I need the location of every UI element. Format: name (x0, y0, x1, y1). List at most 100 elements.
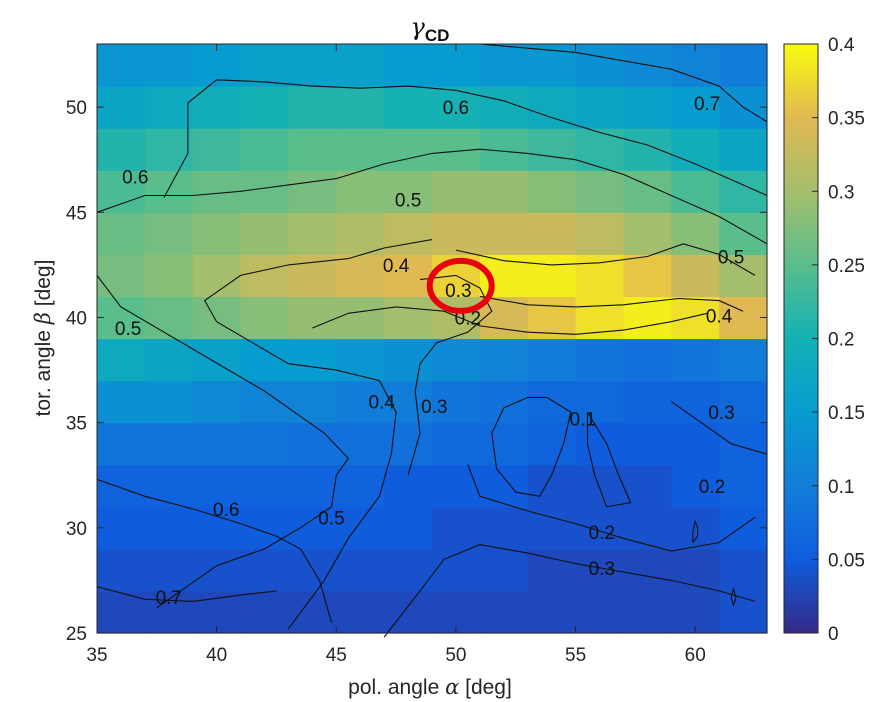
heatmap-cell (671, 464, 720, 508)
heatmap-cell (384, 212, 433, 255)
heatmap-cell (479, 212, 529, 255)
colorbar-tick-label: 0.05 (828, 550, 865, 571)
contour-line (96, 275, 350, 609)
heatmap-cell (527, 128, 577, 171)
heatmap-cell (527, 254, 577, 298)
heatmap-cell (432, 86, 481, 129)
contour-label: 0.3 (445, 281, 471, 302)
heatmap-cell (336, 548, 385, 592)
heatmap-cell (240, 44, 290, 87)
heatmap-cell (192, 296, 242, 340)
contour-label: 0.2 (589, 523, 615, 544)
contour-line (467, 464, 756, 552)
y-axis-ticks: 25 30 35 40 45 50 (66, 98, 767, 645)
heatmap-cell (97, 548, 146, 592)
heatmap-cell (527, 338, 577, 382)
x-axis-label-suffix: [deg] (459, 676, 512, 699)
heatmap-cell (479, 590, 529, 634)
heatmap-cell (97, 380, 146, 424)
contour-line (730, 586, 737, 606)
heatmap-cell (671, 548, 720, 592)
contour-line (692, 519, 699, 543)
heatmap-cell (671, 86, 720, 129)
heatmap-cell (432, 464, 481, 508)
heatmap-cell (240, 86, 290, 129)
heatmap-cells (97, 44, 768, 634)
colorbar-ticks: 0 0.05 0.1 0.15 0.2 0.25 0.3 0.35 0.4 (812, 35, 865, 645)
heatmap-cell (192, 548, 242, 592)
x-axis-ticks: 35 40 45 50 55 60 (86, 44, 706, 666)
y-axis-label-symbol: β (31, 312, 55, 325)
heatmap-cell (384, 128, 433, 171)
heatmap-cell (432, 380, 481, 424)
heatmap-cell (240, 296, 290, 340)
heatmap-cell (479, 464, 529, 508)
heatmap-cell (192, 422, 242, 466)
heatmap-cell (432, 506, 481, 550)
heatmap-cell (144, 506, 194, 550)
heatmap-cell (240, 380, 290, 424)
heatmap-cell (575, 212, 625, 255)
heatmap-cell (144, 128, 194, 171)
contour-label: 0.4 (383, 256, 410, 277)
heatmap-cell (240, 506, 290, 550)
heatmap-cell (575, 422, 625, 466)
contour-line (96, 586, 277, 602)
heatmap-cell (479, 380, 529, 424)
x-axis-label-symbol: α (445, 675, 459, 699)
heatmap-cell (288, 212, 337, 255)
contour-label: 0.5 (115, 319, 141, 340)
heatmap-cell (336, 212, 385, 255)
heatmap-cell (192, 212, 242, 255)
heatmap-cell (336, 422, 385, 466)
contour-label: 0.7 (156, 588, 182, 609)
heatmap-cell (527, 464, 577, 508)
heatmap-cell (240, 590, 290, 634)
heatmap-cell (336, 506, 385, 550)
contour-line (96, 478, 333, 623)
heatmap-cell (719, 254, 768, 298)
heatmap-cell (623, 464, 672, 508)
highlight-annotation (426, 257, 495, 314)
heatmap-cell (192, 254, 242, 298)
heatmap-cell (719, 590, 768, 634)
heatmap-cell (288, 44, 337, 87)
heatmap-cell (288, 422, 337, 466)
contour-line (203, 239, 433, 630)
heatmap-cell (719, 338, 768, 382)
heatmap-cell (97, 590, 146, 634)
heatmap-cell (479, 44, 529, 87)
heatmap-cell (479, 338, 529, 382)
colorbar-tick-label: 0.35 (828, 109, 865, 130)
x-axis-label-prefix: pol. angle (348, 676, 445, 699)
heatmap-cell (671, 296, 720, 340)
heatmap-cell (336, 338, 385, 382)
heatmap-cell (336, 254, 385, 298)
heatmap-cell (97, 422, 146, 466)
y-tick-label: 30 (66, 519, 87, 540)
contour-line (670, 401, 768, 455)
heatmap-cell (719, 548, 768, 592)
contour-label: 0.6 (122, 168, 148, 189)
heatmap-cell (384, 464, 433, 508)
heatmap-cell (288, 296, 337, 340)
heatmap-cell (479, 170, 529, 213)
heatmap-cell (623, 86, 672, 129)
heatmap-cell (384, 254, 433, 298)
heatmap-cell (671, 380, 720, 424)
contour-label: 0.7 (694, 94, 720, 115)
heatmap-cell (384, 170, 433, 213)
colorbar-tick-label: 0.25 (828, 256, 865, 277)
heatmap-cell (671, 338, 720, 382)
heatmap-cell (144, 44, 194, 87)
heatmap-cell (527, 170, 577, 213)
y-tick-label: 40 (66, 308, 87, 329)
heatmap-cell (336, 170, 385, 213)
heatmap-cell (671, 44, 720, 87)
heatmap-cell (719, 44, 768, 87)
heatmap-cell (719, 170, 768, 213)
colorbar-tick-label: 0.2 (828, 330, 854, 351)
heatmap-cell (97, 254, 146, 298)
heatmap-cell (623, 254, 672, 298)
